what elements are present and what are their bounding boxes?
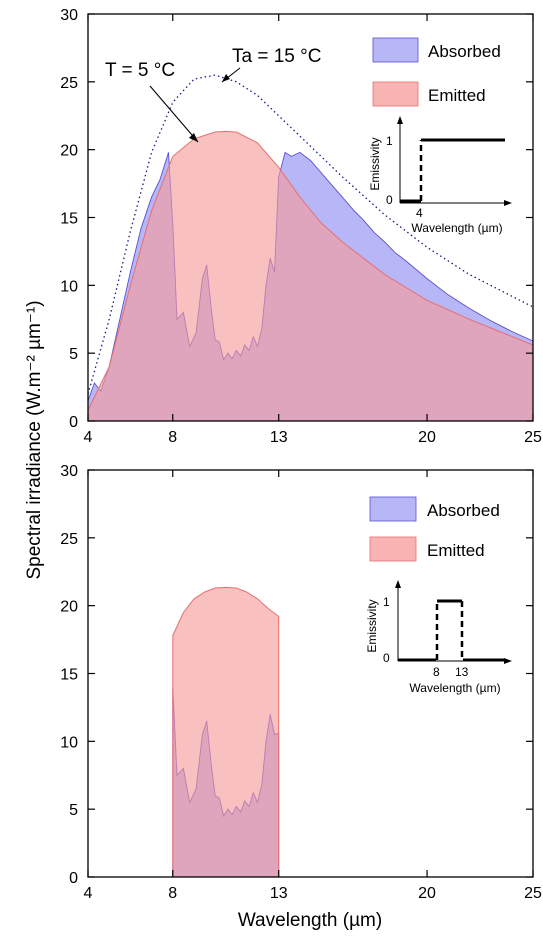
inset-x-arrowhead-bottom bbox=[504, 658, 512, 664]
top-xtick-label-4: 4 bbox=[84, 429, 93, 446]
top-plot-area bbox=[87, 74, 534, 422]
annotation-emitter-arrow bbox=[149, 85, 199, 143]
inset-ytick-1-bottom: 1 bbox=[383, 595, 390, 609]
top-ytick-label-30: 30 bbox=[60, 7, 78, 24]
bottom-legend: Absorbed Emitted bbox=[369, 496, 500, 562]
inset-xlabel: Wavelength (µm) bbox=[411, 221, 502, 235]
bottom-ytick-label-20: 20 bbox=[60, 599, 78, 616]
legend-swatch-emitted bbox=[372, 81, 419, 107]
legend-swatch-absorbed bbox=[372, 37, 419, 63]
top-inset: 1 0 4 Wavelength (µm) Emissivity bbox=[368, 116, 512, 235]
inset-ytick-0-bottom: 0 bbox=[383, 651, 390, 665]
top-series-emitted-area bbox=[87, 130, 534, 422]
bottom-ytick-label-25: 25 bbox=[60, 531, 78, 548]
annotation-ambient-temp: Ta = 15 °C bbox=[232, 46, 321, 67]
legend-label-emitted: Emitted bbox=[428, 86, 486, 105]
inset-xtick-13: 13 bbox=[455, 665, 469, 679]
y-axis-title: Spectral irradiance (W.m⁻² µm⁻¹) bbox=[24, 300, 45, 579]
inset-xtick-4: 4 bbox=[416, 206, 423, 220]
inset-ylabel: Emissivity bbox=[368, 137, 382, 190]
bottom-ytick-label-10: 10 bbox=[60, 734, 78, 751]
top-ytick-label-25: 25 bbox=[60, 75, 78, 92]
top-ytick-label-10: 10 bbox=[60, 278, 78, 295]
bottom-xtick-label-25: 25 bbox=[524, 885, 542, 902]
top-ytick-label-15: 15 bbox=[60, 211, 78, 228]
annotation-ambient-arrowhead bbox=[222, 74, 230, 82]
annotation-emitter-temp: T = 5 °C bbox=[105, 60, 175, 81]
bottom-ytick-label-0: 0 bbox=[69, 870, 78, 887]
inset-y-arrowhead-bottom bbox=[395, 580, 401, 588]
bottom-series-emitted-area bbox=[172, 586, 280, 878]
inset-y-arrowhead bbox=[397, 116, 403, 124]
inset-ylabel-bottom: Emissivity bbox=[365, 599, 379, 652]
top-ytick-label-5: 5 bbox=[69, 346, 78, 363]
inset-xtick-8: 8 bbox=[433, 665, 440, 679]
top-xtick-label-8: 8 bbox=[168, 429, 177, 446]
legend-swatch-emitted-bottom bbox=[369, 536, 417, 562]
x-axis-title: Wavelength (µm) bbox=[238, 910, 382, 931]
top-legend: Absorbed Emitted bbox=[372, 37, 501, 107]
inset-x-arrowhead bbox=[504, 200, 512, 206]
inset-ytick-1: 1 bbox=[386, 134, 393, 148]
bottom-ytick-label-30: 30 bbox=[60, 463, 78, 480]
bottom-xtick-label-4: 4 bbox=[84, 885, 93, 902]
inset-xlabel-bottom: Wavelength (µm) bbox=[409, 681, 500, 695]
bottom-xtick-label-8: 8 bbox=[168, 885, 177, 902]
bottom-xtick-label-13: 13 bbox=[270, 885, 288, 902]
legend-swatch-absorbed-bottom bbox=[369, 496, 417, 522]
top-xtick-label-20: 20 bbox=[418, 429, 436, 446]
top-ytick-label-20: 20 bbox=[60, 143, 78, 160]
bottom-inset: 1 0 8 13 Wavelength (µm) Emissivity bbox=[365, 580, 512, 695]
annotation-emitter-arrowhead bbox=[189, 133, 198, 142]
bottom-ytick-label-15: 15 bbox=[60, 667, 78, 684]
top-xtick-label-13: 13 bbox=[270, 429, 288, 446]
legend-label-emitted-bottom: Emitted bbox=[427, 541, 485, 560]
inset-ytick-0: 0 bbox=[386, 193, 393, 207]
bottom-ytick-label-5: 5 bbox=[69, 802, 78, 819]
top-xtick-label-25: 25 bbox=[524, 429, 542, 446]
bottom-xtick-label-20: 20 bbox=[418, 885, 436, 902]
top-ytick-label-0: 0 bbox=[69, 414, 78, 431]
bottom-plot-area bbox=[172, 586, 280, 878]
legend-label-absorbed-bottom: Absorbed bbox=[427, 501, 500, 520]
legend-label-absorbed: Absorbed bbox=[428, 42, 501, 61]
